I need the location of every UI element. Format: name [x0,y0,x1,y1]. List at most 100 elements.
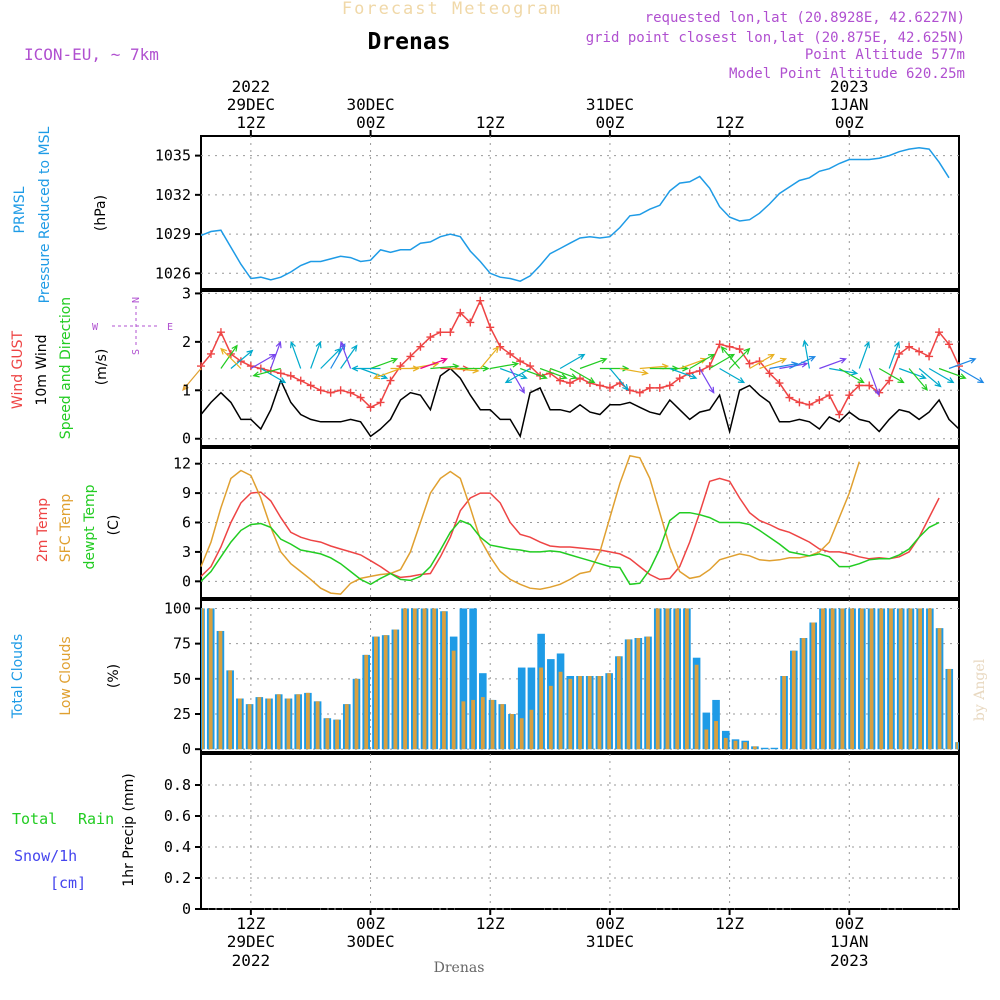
wind-vector [689,353,716,370]
low-cloud-bar [685,608,689,750]
y-tick-label: 50 [173,670,191,688]
low-cloud-bar [529,709,534,750]
temp-labels: 2m Temp SFC Temp dewpt Temp (C) [35,484,122,569]
wind-vector [539,367,568,380]
top-hour-label: 12Z [476,113,505,132]
gust-marker [785,393,794,402]
gust-marker [775,379,784,388]
low-cloud-bar [859,608,864,750]
gust-marker [765,369,774,378]
location-title: Drenas [367,29,450,55]
precip-labels: Total Rain Snow/1h [cm] 1hr Precip (mm) [12,773,137,892]
gust-marker [895,349,904,358]
wind-labels: Wind GUST 10m Wind Speed and Direction (… [10,297,173,439]
wind-vector [802,339,810,369]
wind-vector [479,346,500,369]
wind-vector [569,367,596,384]
pressure-line [200,147,950,283]
low-cloud-bar [898,608,903,750]
low-cloud-bar [840,608,845,750]
bottom-day-label: 30DEC [346,932,394,951]
wind-vector [720,346,741,369]
dewpt-label: dewpt Temp [82,484,98,569]
snow-unit: [cm] [50,874,86,892]
rain-total-label: Total [12,810,57,828]
top-hour-label: 00Z [835,113,864,132]
low-cloud-bar [714,721,718,750]
low-cloud-bar [276,694,281,750]
gust-marker [516,357,525,366]
low-cloud-bar [811,622,816,750]
wind-vector [310,340,322,369]
wind-vector [958,367,985,384]
precip-unit: 1hr Precip (mm) [121,773,137,886]
low-cloud-bar [461,701,466,750]
y-tick-label: 0 [182,900,191,918]
low-cloud-bar [918,608,923,750]
low-cloud-bar [201,608,204,750]
top-day-label: 29DEC [227,95,275,114]
low-cloud-bar [937,628,942,750]
wind-vector [339,340,352,369]
gust-marker [446,328,455,337]
wind-vector [260,367,287,384]
gust-marker [625,386,634,395]
gust-marker [905,342,914,351]
low-cloud-bar [956,742,959,750]
low-cloud-bar [354,678,359,750]
gust-marker [805,400,814,409]
gust-marker [296,376,305,385]
grid-point-coords: grid point closest lon,lat (20.875E, 42.… [586,30,965,46]
low-cloud-bar [432,608,437,750]
low-cloud-bar [403,608,407,750]
gust-marker [286,371,295,380]
low-cloud-bar [821,608,825,750]
bottom-hour-label: 12Z [715,914,744,933]
gust-marker [456,308,465,317]
wind-vector [579,357,608,370]
low-cloud-bar [927,608,932,750]
wind-vector [839,367,865,384]
wind-vector [519,367,548,380]
bottom-hour-label: 00Z [595,914,624,933]
wind-vector [182,368,202,391]
bottom-year-label: 2023 [830,951,869,970]
low-cloud-bar [257,697,262,750]
low-cloud-bar [830,608,835,750]
low-cloud-bar [908,608,913,750]
gust-marker [935,328,944,337]
low-cloud-bar [723,737,728,750]
wind-vector [898,367,927,380]
y-tick-label: 1026 [155,264,191,282]
gust-marker [366,403,375,412]
low-cloud-bar [335,719,339,750]
compass-n: N [131,297,142,303]
low-cloud-bar [655,608,660,750]
y-tick-label: 12 [173,455,191,473]
bottom-day-label: 29DEC [227,932,275,951]
compass-w: W [92,322,99,333]
compass-s: S [131,349,142,355]
low-cloud-bar [743,742,748,750]
low-cloud-bar [451,650,456,750]
gust-marker [745,359,754,368]
wind-vector [858,340,870,369]
gust-marker [735,345,744,354]
gust-marker [346,388,355,397]
low-cloud-bar [558,671,563,750]
y-tick-label: 0.4 [164,838,191,856]
pressure-labels: PRMSL Pressure Reduced to MSL (hPa) [12,126,109,303]
gust-marker [825,391,834,400]
low-cloud-bar [480,697,485,750]
low-cloud-bar [471,699,475,750]
bottom-day-label: 31DEC [586,932,634,951]
gust-marker [466,318,475,327]
gust-marker [316,386,325,395]
gust-marker [386,376,395,385]
temp-unit: (C) [106,515,122,536]
low-cloud-bar [364,654,369,750]
wind-10m-line [200,367,960,439]
wind-vector [938,367,967,380]
wind-10m-label: 10m Wind [34,334,50,405]
